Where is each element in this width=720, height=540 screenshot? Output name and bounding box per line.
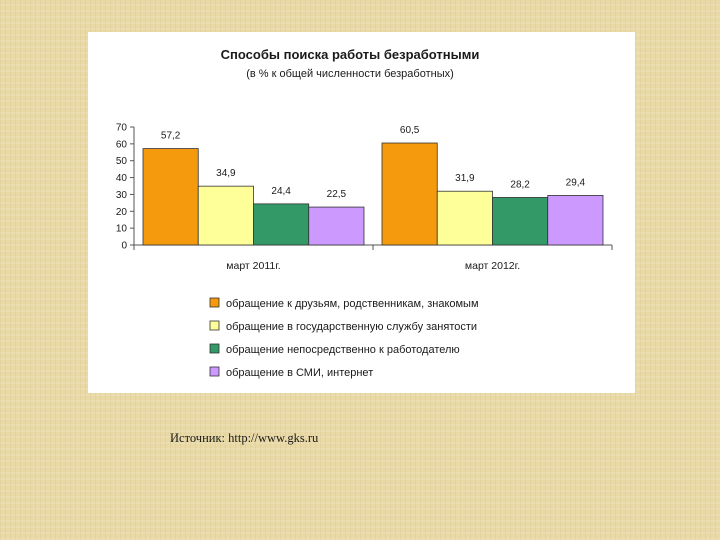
legend-label: обращение в государственную службу занят… bbox=[226, 321, 477, 333]
data-label: 28,2 bbox=[510, 179, 530, 190]
y-tick-label: 10 bbox=[116, 224, 128, 235]
legend-swatch bbox=[209, 320, 220, 331]
data-label: 60,5 bbox=[400, 125, 420, 136]
chart-title: Способы поиска работы безработными bbox=[221, 47, 480, 62]
bar bbox=[547, 195, 604, 246]
data-label: 31,9 bbox=[455, 173, 475, 184]
y-tick-label: 50 bbox=[116, 156, 128, 167]
y-tick-label: 40 bbox=[116, 173, 128, 184]
y-tick-label: 60 bbox=[116, 139, 128, 150]
chart-panel: Способы поиска работы безработными (в % … bbox=[88, 32, 635, 393]
legend-swatch bbox=[209, 366, 220, 377]
legend-label: обращение в СМИ, интернет bbox=[226, 367, 373, 379]
y-tick-label: 70 bbox=[116, 123, 128, 134]
bar bbox=[197, 185, 254, 246]
data-label: 34,9 bbox=[216, 168, 236, 179]
legend: обращение к друзьям, родственникам, знак… bbox=[209, 297, 479, 379]
bars bbox=[142, 142, 604, 246]
y-tick-label: 0 bbox=[121, 241, 127, 252]
legend-swatch bbox=[209, 297, 220, 308]
bar bbox=[436, 190, 493, 246]
bar bbox=[308, 206, 365, 246]
legend-label: обращение к друзьям, родственникам, знак… bbox=[226, 298, 479, 310]
bar bbox=[492, 197, 549, 246]
legend-swatch bbox=[209, 343, 220, 354]
bar bbox=[142, 148, 199, 246]
bar-chart: Способы поиска работы безработными (в % … bbox=[116, 47, 613, 379]
y-tick-label: 30 bbox=[116, 190, 128, 201]
data-labels: 57,2 34,9 24,4 22,5 60,5 31,9 28,2 29,4 bbox=[161, 125, 586, 200]
data-label: 57,2 bbox=[161, 131, 181, 142]
source-note: Источник: http://www.gks.ru bbox=[170, 431, 319, 445]
data-label: 24,4 bbox=[271, 186, 291, 197]
bar bbox=[381, 142, 438, 246]
data-label: 22,5 bbox=[327, 189, 347, 200]
bar bbox=[253, 203, 310, 246]
x-category-label: март 2012г. bbox=[465, 260, 520, 272]
legend-label: обращение непосредственно к работодателю bbox=[226, 344, 460, 356]
data-label: 29,4 bbox=[566, 177, 586, 188]
x-category-label: март 2011г. bbox=[226, 260, 280, 272]
chart-subtitle: (в % к общей численности безработных) bbox=[246, 68, 454, 80]
y-tick-label: 20 bbox=[116, 207, 128, 218]
